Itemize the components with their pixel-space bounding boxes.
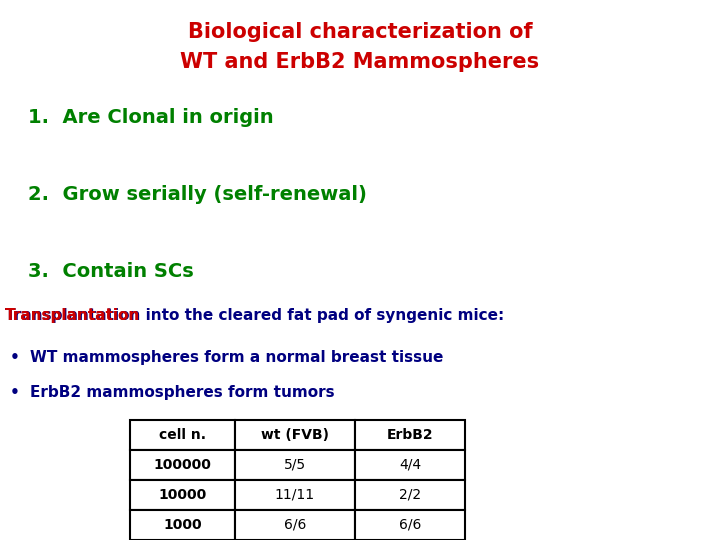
Bar bbox=[235, 510, 355, 540]
Text: 6/6: 6/6 bbox=[399, 518, 421, 532]
Text: 10000: 10000 bbox=[158, 488, 207, 502]
Text: •: • bbox=[10, 385, 20, 400]
Text: wt (FVB): wt (FVB) bbox=[261, 428, 329, 442]
Bar bbox=[130, 480, 235, 510]
Text: 1.  Are Clonal in origin: 1. Are Clonal in origin bbox=[28, 108, 274, 127]
Text: 11/11: 11/11 bbox=[275, 488, 315, 502]
Bar bbox=[235, 420, 355, 450]
Bar bbox=[235, 450, 355, 480]
Text: Transplantation: Transplantation bbox=[5, 308, 140, 323]
Bar bbox=[355, 510, 465, 540]
Text: 3.  Contain SCs: 3. Contain SCs bbox=[28, 262, 194, 281]
Bar bbox=[130, 420, 235, 450]
Text: Biological characterization of: Biological characterization of bbox=[188, 22, 532, 42]
Bar bbox=[235, 480, 355, 510]
Text: 6/6: 6/6 bbox=[284, 518, 306, 532]
Text: 2.  Grow serially (self-renewal): 2. Grow serially (self-renewal) bbox=[28, 185, 367, 204]
Text: Transplantation: Transplantation bbox=[5, 308, 140, 323]
Bar bbox=[355, 450, 465, 480]
Text: 5/5: 5/5 bbox=[284, 458, 306, 472]
Text: 4/4: 4/4 bbox=[399, 458, 421, 472]
Text: Transplantation into the cleared fat pad of syngenic mice:: Transplantation into the cleared fat pad… bbox=[5, 308, 504, 323]
Text: •: • bbox=[10, 350, 20, 365]
Bar bbox=[355, 420, 465, 450]
Text: ErbB2: ErbB2 bbox=[387, 428, 433, 442]
Text: WT and ErbB2 Mammospheres: WT and ErbB2 Mammospheres bbox=[181, 52, 539, 72]
Text: 100000: 100000 bbox=[153, 458, 212, 472]
Bar bbox=[355, 480, 465, 510]
Bar bbox=[130, 450, 235, 480]
Text: WT mammospheres form a normal breast tissue: WT mammospheres form a normal breast tis… bbox=[30, 350, 444, 365]
Text: cell n.: cell n. bbox=[159, 428, 206, 442]
Bar bbox=[130, 510, 235, 540]
Text: ErbB2 mammospheres form tumors: ErbB2 mammospheres form tumors bbox=[30, 385, 335, 400]
Text: 2/2: 2/2 bbox=[399, 488, 421, 502]
Text: 1000: 1000 bbox=[163, 518, 202, 532]
